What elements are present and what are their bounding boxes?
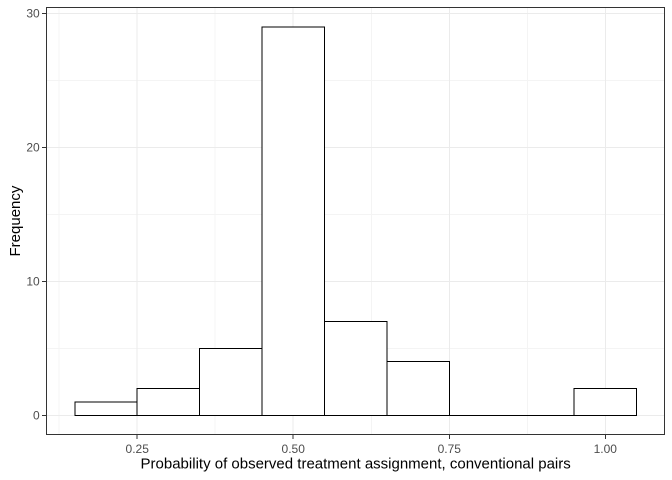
axis-tick-marks bbox=[42, 12, 606, 440]
histogram-bars bbox=[74, 26, 638, 416]
x-tick-label: 0.25 bbox=[126, 442, 150, 456]
histogram-bar bbox=[386, 361, 450, 416]
y-tick-label: 30 bbox=[26, 7, 40, 21]
y-tick-label: 10 bbox=[26, 275, 40, 289]
y-axis-title: Frequency bbox=[7, 185, 24, 256]
x-tick-label: 0.75 bbox=[438, 442, 462, 456]
panel-border bbox=[46, 6, 666, 436]
histogram-bar bbox=[199, 347, 263, 416]
histogram-bar bbox=[261, 26, 325, 416]
x-tick-label: 0.50 bbox=[282, 442, 306, 456]
histogram-bar bbox=[573, 387, 638, 416]
y-tick-label: 20 bbox=[26, 141, 40, 155]
grid-minor-lines bbox=[46, 7, 665, 435]
axis-tick-labels: 0.25 0.50 0.75 1.00 0 10 20 30 bbox=[26, 7, 617, 456]
histogram-bar bbox=[323, 321, 388, 416]
x-axis-title: Probability of observed treatment assign… bbox=[141, 455, 571, 472]
histogram-bar bbox=[136, 387, 201, 416]
y-tick-label: 0 bbox=[33, 409, 40, 423]
histogram-bar bbox=[74, 401, 138, 416]
x-tick-label: 1.00 bbox=[594, 442, 618, 456]
